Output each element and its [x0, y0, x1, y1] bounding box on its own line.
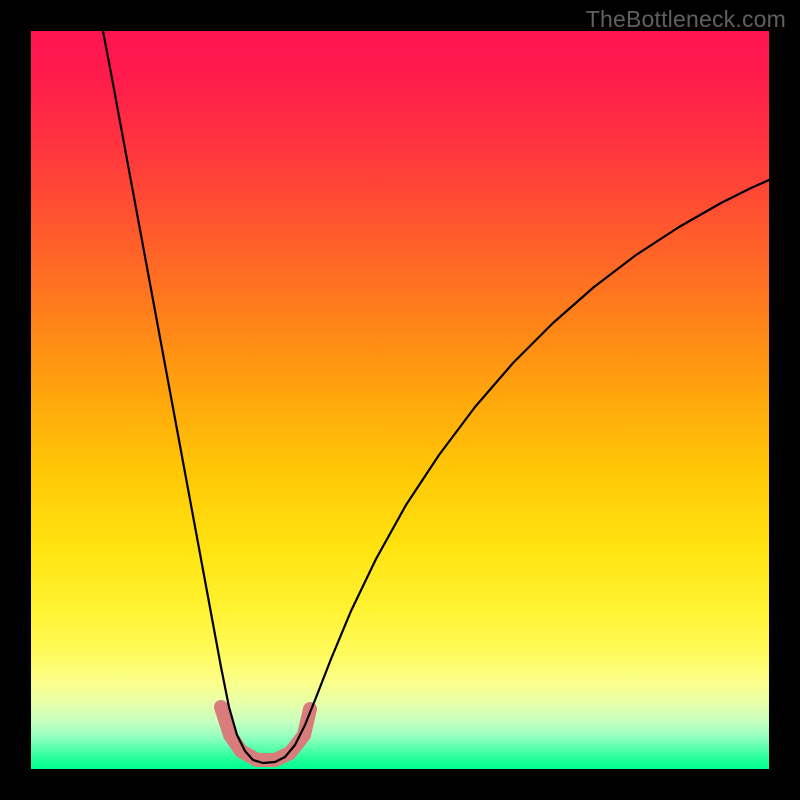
- highlight-segment: [221, 707, 310, 760]
- right-curve-line: [317, 180, 769, 695]
- left-curve-line: [103, 31, 317, 763]
- watermark-text: TheBottleneck.com: [586, 6, 786, 33]
- curve-layer: [31, 31, 769, 769]
- plot-area: [31, 31, 769, 769]
